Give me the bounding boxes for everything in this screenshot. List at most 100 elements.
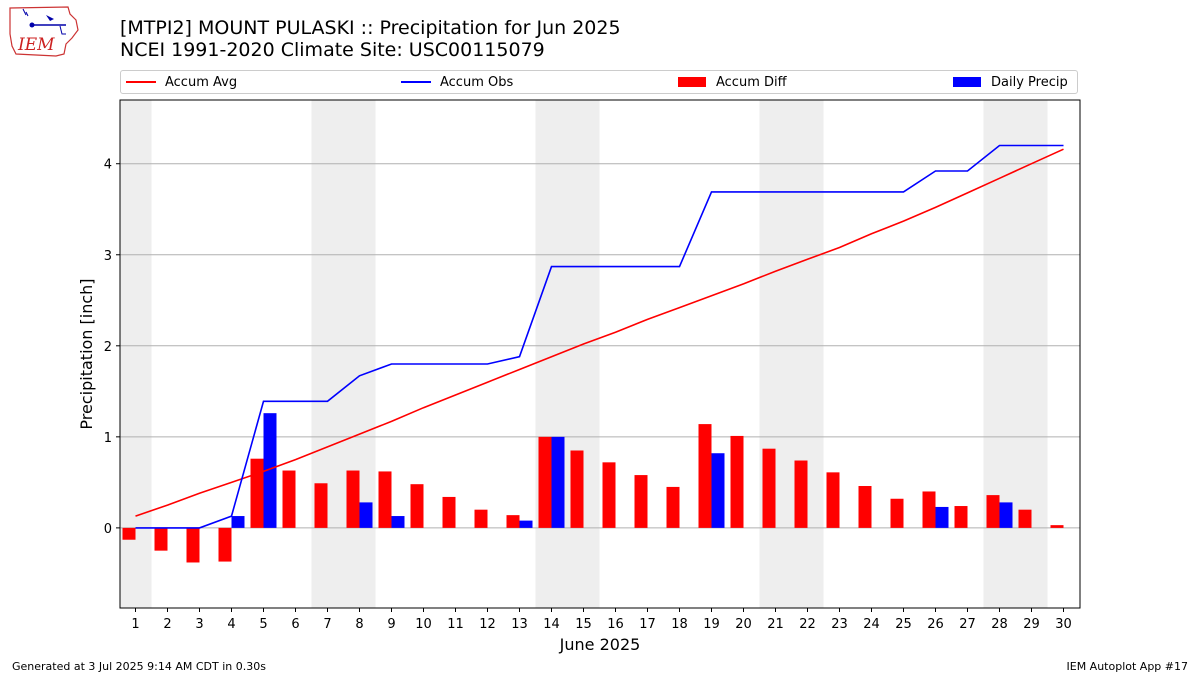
xtick-label-26: 26: [927, 617, 944, 632]
xtick-label-18: 18: [671, 617, 688, 632]
xtick-label-5: 5: [259, 617, 267, 632]
xtick-label-10: 10: [415, 617, 432, 632]
bar-accum-diff-day-1: [122, 527, 136, 540]
ytick-label-0: 0: [104, 522, 112, 537]
legend-item-accum-obs: Accum Obs: [401, 71, 513, 93]
weekend-band-day-29: [1015, 100, 1048, 608]
bar-daily-precip-day-13: [519, 520, 533, 528]
bar-accum-diff-day-6: [282, 470, 296, 528]
xtick-label-6: 6: [291, 617, 299, 632]
weekend-band-day-14: [535, 100, 568, 608]
xtick-label-20: 20: [735, 617, 752, 632]
bar-daily-precip-day-4: [231, 516, 245, 528]
legend-swatch-accum-diff: [678, 77, 706, 87]
weekend-band-day-1: [120, 100, 152, 608]
bar-accum-diff-day-5: [250, 458, 264, 528]
bar-accum-diff-day-7: [314, 483, 328, 528]
line-accum-avg: [135, 148, 1064, 517]
ytick-label-4: 4: [104, 158, 112, 173]
ytick-label-1: 1: [104, 431, 112, 446]
xtick-label-4: 4: [227, 617, 235, 632]
bar-daily-precip-day-26: [935, 506, 949, 528]
bar-accum-diff-day-13: [506, 515, 520, 528]
legend-label-accum-diff: Accum Diff: [716, 74, 787, 90]
bar-daily-precip-day-19: [711, 453, 725, 528]
bar-accum-diff-day-25: [890, 498, 904, 528]
legend-item-accum-avg: Accum Avg: [126, 71, 237, 93]
bar-accum-diff-day-30: [1050, 525, 1064, 528]
legend-label-accum-obs: Accum Obs: [440, 74, 514, 90]
xtick-label-3: 3: [195, 617, 203, 632]
xtick-label-21: 21: [767, 617, 784, 632]
xtick-label-12: 12: [479, 617, 496, 632]
weekend-band-day-7: [311, 100, 344, 608]
bar-accum-diff-day-26: [922, 491, 936, 528]
xtick-label-30: 30: [1055, 617, 1072, 632]
bar-accum-diff-day-18: [666, 486, 680, 528]
plot-frame: [119, 99, 1081, 609]
xtick-label-13: 13: [511, 617, 528, 632]
bar-daily-precip-day-28: [999, 502, 1013, 528]
weekend-band-day-21: [759, 100, 792, 608]
xtick-label-16: 16: [607, 617, 624, 632]
weekend-band-day-22: [791, 100, 824, 608]
bar-accum-diff-day-17: [634, 475, 648, 528]
bar-accum-diff-day-28: [986, 495, 1000, 528]
bar-daily-precip-day-9: [391, 516, 405, 528]
weekend-band-day-15: [567, 100, 600, 608]
legend-label-accum-avg: Accum Avg: [165, 74, 238, 90]
bar-accum-diff-day-4: [218, 527, 232, 562]
bar-accum-diff-day-23: [826, 472, 840, 528]
bar-accum-diff-day-29: [1018, 509, 1032, 528]
chart-subtitle: NCEI 1991-2020 Climate Site: USC00115079: [120, 39, 545, 61]
bar-daily-precip-day-8: [359, 502, 373, 528]
legend-label-daily-precip: Daily Precip: [991, 74, 1068, 90]
bar-daily-precip-day-5: [263, 413, 277, 528]
weekend-band-day-28: [983, 100, 1016, 608]
bar-accum-diff-day-15: [570, 450, 584, 528]
chart-legend: Accum Avg Accum Obs Accum Diff Daily Pre…: [120, 70, 1078, 94]
legend-item-daily-precip: Daily Precip: [953, 71, 1068, 93]
bar-daily-precip-day-14: [551, 436, 565, 528]
xtick-label-27: 27: [959, 617, 976, 632]
xtick-label-25: 25: [895, 617, 912, 632]
ytick-label-3: 3: [104, 249, 112, 264]
xtick-label-14: 14: [543, 617, 560, 632]
xtick-label-17: 17: [639, 617, 656, 632]
bar-accum-diff-day-9: [378, 471, 392, 528]
bar-accum-diff-day-8: [346, 470, 360, 528]
xtick-label-28: 28: [991, 617, 1008, 632]
chart-title: [MTPI2] MOUNT PULASKI :: Precipitation f…: [120, 17, 621, 39]
weekend-band-day-8: [343, 100, 376, 608]
xtick-label-2: 2: [163, 617, 171, 632]
xtick-label-9: 9: [387, 617, 395, 632]
xtick-label-29: 29: [1023, 617, 1040, 632]
xtick-label-15: 15: [575, 617, 592, 632]
app-note: IEM Autoplot App #17: [1066, 660, 1189, 673]
xtick-label-23: 23: [831, 617, 848, 632]
ytick-label-2: 2: [104, 340, 112, 355]
xtick-label-22: 22: [799, 617, 816, 632]
xtick-label-11: 11: [447, 617, 464, 632]
bar-accum-diff-day-12: [474, 509, 488, 528]
bar-accum-diff-day-22: [794, 460, 808, 528]
bar-accum-diff-day-2: [154, 527, 168, 551]
xtick-label-8: 8: [355, 617, 363, 632]
legend-swatch-daily-precip: [953, 77, 981, 87]
x-axis-label: June 2025: [559, 635, 641, 654]
bar-accum-diff-day-10: [410, 484, 424, 528]
bar-accum-diff-day-16: [602, 462, 616, 528]
bar-accum-diff-day-27: [954, 506, 968, 528]
bar-accum-diff-day-20: [730, 435, 744, 528]
bar-accum-diff-day-19: [698, 424, 712, 528]
bar-accum-diff-day-14: [538, 436, 552, 528]
bar-accum-diff-day-21: [762, 448, 776, 528]
xtick-label-1: 1: [131, 617, 139, 632]
xtick-label-19: 19: [703, 617, 720, 632]
bar-accum-diff-day-3: [186, 527, 200, 563]
legend-item-accum-diff: Accum Diff: [678, 71, 787, 93]
legend-swatch-accum-avg: [126, 81, 156, 83]
legend-swatch-accum-obs: [401, 81, 431, 83]
iem-logo-text: IEM: [17, 35, 55, 55]
